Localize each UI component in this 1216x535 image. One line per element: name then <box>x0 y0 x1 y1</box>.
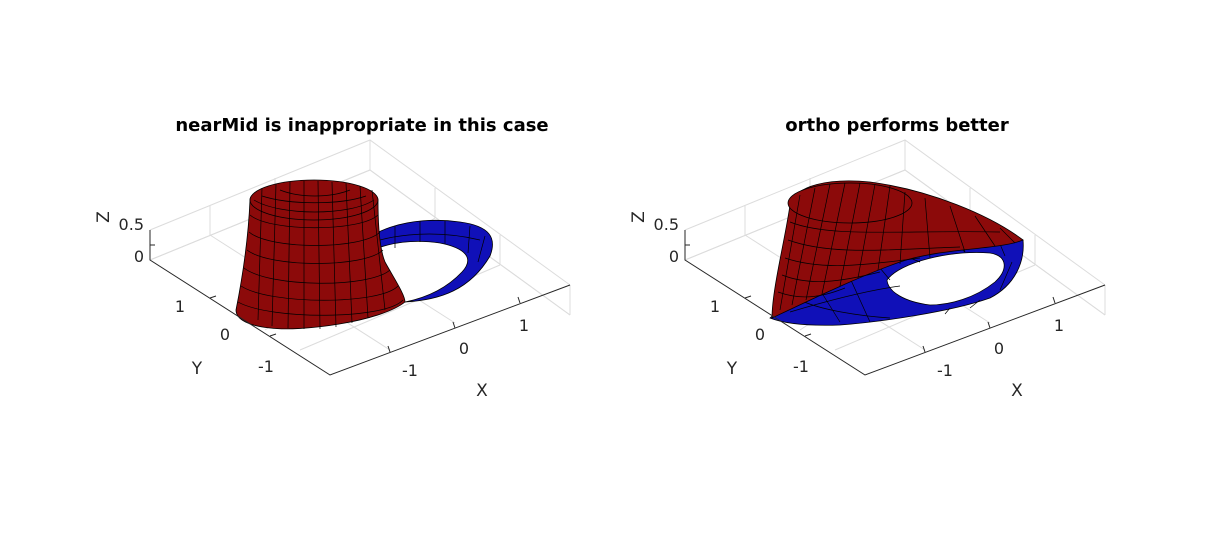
y-axis-label: Y <box>191 359 203 379</box>
surface-blue <box>769 238 1024 326</box>
subplot-right: ortho performs better <box>629 115 1106 401</box>
axes <box>684 230 1106 376</box>
axes <box>149 230 571 376</box>
z-axis-label: Z <box>629 211 649 223</box>
z-axis-label: Z <box>94 211 114 223</box>
z-tick-label: 0 <box>669 247 679 266</box>
y-tick-label: -1 <box>258 357 274 376</box>
y-tick-label: -1 <box>793 357 809 376</box>
x-tick-label: -1 <box>402 361 418 380</box>
x-tick-label: 1 <box>519 316 529 335</box>
surface-red <box>771 180 1024 319</box>
x-tick-label: 1 <box>1054 316 1064 335</box>
z-tick-label: 0 <box>134 247 144 266</box>
y-tick-label: 0 <box>220 325 230 344</box>
z-tick-label: 0.5 <box>119 215 144 234</box>
y-tick-label: 0 <box>755 325 765 344</box>
chart-title: nearMid is inappropriate in this case <box>175 115 548 136</box>
y-tick-label: 1 <box>175 297 185 316</box>
chart-title: ortho performs better <box>785 115 1009 136</box>
z-tick-label: 0.5 <box>654 215 679 234</box>
x-tick-label: 0 <box>994 339 1004 358</box>
x-axis-label: X <box>476 381 488 401</box>
y-tick-label: 1 <box>710 297 720 316</box>
x-axis-label: X <box>1011 381 1023 401</box>
surface-red <box>235 179 406 330</box>
subplot-left: nearMid is inappropriate in this case <box>94 115 571 401</box>
y-axis-label: Y <box>726 359 738 379</box>
x-tick-label: -1 <box>937 361 953 380</box>
x-tick-label: 0 <box>459 339 469 358</box>
